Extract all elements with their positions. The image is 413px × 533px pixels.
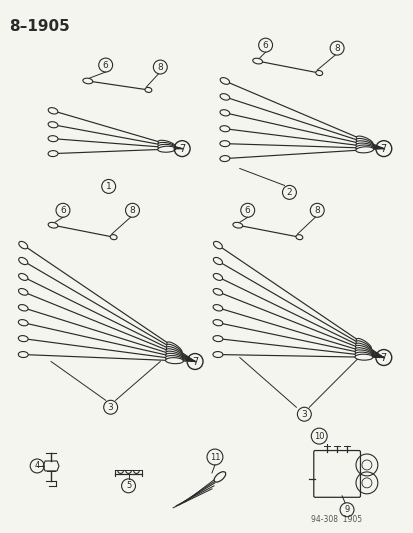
Ellipse shape (220, 94, 229, 100)
Ellipse shape (157, 144, 175, 150)
Text: 8: 8 (313, 206, 319, 215)
Ellipse shape (165, 356, 183, 362)
Ellipse shape (19, 241, 28, 249)
Ellipse shape (355, 145, 373, 151)
Text: 2: 2 (286, 188, 292, 197)
Ellipse shape (166, 342, 182, 353)
Ellipse shape (48, 108, 58, 114)
Ellipse shape (165, 353, 183, 360)
Text: 5: 5 (126, 481, 131, 490)
Ellipse shape (48, 222, 58, 228)
Ellipse shape (213, 241, 222, 249)
Ellipse shape (18, 336, 28, 342)
Ellipse shape (48, 122, 58, 128)
Text: 4: 4 (34, 462, 40, 471)
Ellipse shape (18, 304, 28, 311)
Ellipse shape (252, 58, 262, 64)
Text: 8: 8 (129, 206, 135, 215)
Ellipse shape (213, 273, 222, 280)
Ellipse shape (219, 110, 229, 116)
Text: 6: 6 (60, 206, 66, 215)
Ellipse shape (158, 140, 175, 148)
Ellipse shape (110, 235, 117, 240)
Text: 3: 3 (107, 403, 113, 412)
Ellipse shape (213, 304, 222, 311)
Ellipse shape (213, 288, 222, 295)
Text: 7: 7 (178, 143, 185, 154)
Ellipse shape (166, 344, 182, 354)
Ellipse shape (19, 288, 28, 295)
Text: 7: 7 (192, 357, 198, 367)
Ellipse shape (355, 143, 373, 149)
Ellipse shape (219, 141, 229, 147)
Ellipse shape (157, 146, 175, 152)
Ellipse shape (165, 358, 183, 364)
Ellipse shape (295, 235, 302, 240)
Ellipse shape (212, 352, 222, 358)
Ellipse shape (18, 320, 28, 326)
Text: 6: 6 (244, 206, 250, 215)
Ellipse shape (355, 147, 373, 153)
Ellipse shape (214, 472, 225, 482)
Ellipse shape (315, 70, 322, 76)
Ellipse shape (166, 346, 182, 356)
Ellipse shape (48, 136, 58, 142)
Ellipse shape (233, 222, 242, 228)
Text: 6: 6 (262, 41, 268, 50)
Ellipse shape (354, 350, 372, 357)
Ellipse shape (355, 139, 373, 147)
Ellipse shape (219, 126, 229, 132)
Ellipse shape (355, 341, 371, 351)
Ellipse shape (212, 336, 222, 342)
Text: 94-308  1905: 94-308 1905 (311, 515, 361, 523)
Ellipse shape (48, 151, 58, 157)
Ellipse shape (145, 87, 152, 92)
Text: 8: 8 (157, 62, 163, 71)
Text: 3: 3 (301, 410, 306, 419)
Ellipse shape (166, 351, 183, 359)
Ellipse shape (356, 136, 372, 145)
Ellipse shape (213, 320, 222, 326)
Ellipse shape (157, 142, 175, 149)
Ellipse shape (354, 348, 372, 356)
Text: 7: 7 (380, 352, 386, 362)
Text: 1: 1 (106, 182, 111, 191)
Ellipse shape (219, 156, 229, 161)
Text: 11: 11 (209, 453, 220, 462)
Ellipse shape (355, 345, 371, 354)
Text: 10: 10 (313, 432, 324, 441)
Ellipse shape (354, 352, 372, 358)
Text: 6: 6 (102, 61, 108, 69)
Ellipse shape (213, 257, 222, 264)
Text: 7: 7 (380, 143, 386, 154)
Ellipse shape (83, 78, 93, 84)
Ellipse shape (354, 354, 372, 360)
Ellipse shape (166, 349, 183, 358)
Text: 9: 9 (344, 505, 349, 514)
Text: 8: 8 (333, 44, 339, 53)
Ellipse shape (19, 273, 28, 280)
Ellipse shape (355, 141, 373, 148)
Ellipse shape (356, 338, 370, 350)
Text: 8–1905: 8–1905 (9, 19, 70, 34)
Ellipse shape (19, 257, 28, 264)
Ellipse shape (355, 343, 371, 353)
Ellipse shape (220, 78, 229, 84)
Ellipse shape (18, 352, 28, 358)
